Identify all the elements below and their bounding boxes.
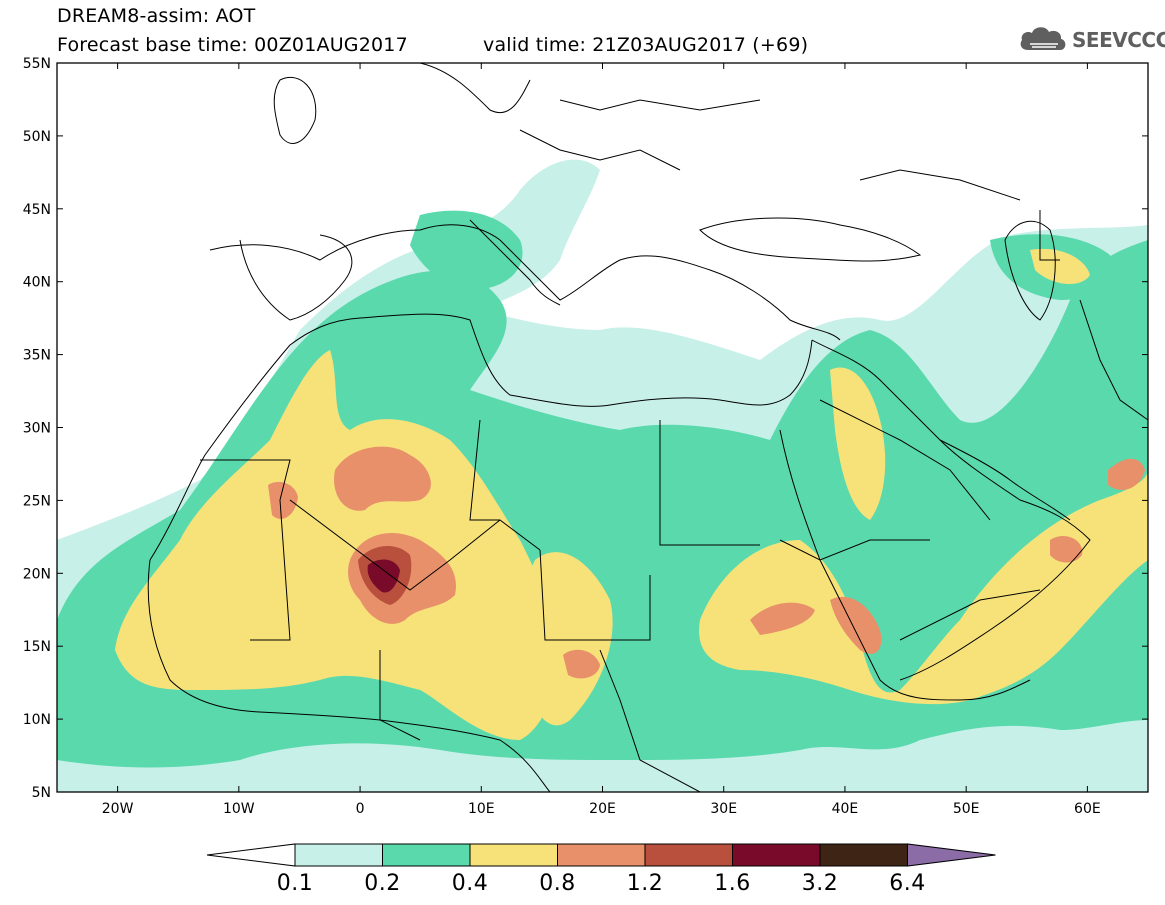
- border-10: [1079, 299, 1148, 421]
- colorbar-threshold-label: 0.8: [539, 871, 576, 896]
- lat-label: 30N: [23, 421, 51, 437]
- coastline-black-sea: [699, 217, 922, 262]
- border-6: [819, 399, 991, 521]
- lat-label: 35N: [23, 348, 51, 364]
- border-8: [899, 589, 1041, 641]
- aot-band-0.4-west: [115, 350, 560, 740]
- border-2: [289, 499, 541, 591]
- colorbar-swatch: [732, 843, 821, 867]
- coastline-persian-gulf: [939, 439, 1071, 521]
- lon-label: 0: [356, 801, 365, 817]
- aot-band-0.2-europe: [410, 210, 523, 290]
- coastline-britain: [273, 76, 317, 144]
- valid-time: valid time: 21Z03AUG2017 (+69): [483, 34, 809, 56]
- aot-band-0.8-oman: [1050, 535, 1083, 563]
- aot-band-0.4-sudan: [525, 552, 613, 726]
- aot-band-0.4-iran: [1030, 248, 1090, 285]
- lat-label: 15N: [23, 639, 51, 655]
- aot-band-0.8-yemen: [830, 596, 882, 654]
- latitude-axis: 55N 50N 45N 40N 35N 30N 25N 20N 15N 10N 5N: [23, 56, 1148, 801]
- lat-label: 10N: [23, 712, 51, 728]
- coastline-arabia: [811, 339, 1091, 681]
- lat-label: 20N: [23, 566, 51, 582]
- aot-field: [57, 63, 1148, 792]
- aot-band-0.4-arabia: [830, 367, 886, 520]
- colorbar-swatch: [469, 843, 558, 867]
- colorbar-swatch: [382, 843, 471, 867]
- coastline-europe: [209, 224, 841, 341]
- lon-label: 30E: [710, 801, 737, 817]
- border-12: [559, 99, 761, 111]
- coastlines: [147, 63, 1148, 792]
- colorbar-threshold-label: 1.2: [626, 871, 664, 896]
- model-title: DREAM8-assim: AOT: [57, 5, 256, 27]
- lon-label: 10E: [468, 801, 495, 817]
- aot-colorbar: [206, 843, 996, 867]
- colorbar-swatch: [819, 843, 908, 867]
- border-13: [859, 169, 1021, 201]
- colorbar-arrow-low: [206, 843, 296, 867]
- border-11: [519, 129, 681, 171]
- aot-band-1.6-mali: [367, 559, 400, 593]
- lat-label: 25N: [23, 493, 51, 509]
- aot-band-0.8-chad: [563, 649, 600, 679]
- coastline-caspian: [1004, 220, 1056, 321]
- lon-label: 50E: [953, 801, 980, 817]
- border-14: [379, 650, 421, 741]
- lat-label: 40N: [23, 275, 51, 291]
- aot-band-0.8-pakistan: [1108, 458, 1145, 490]
- aot-band-0.8-sudan: [750, 602, 815, 635]
- colorbar-threshold-label: 6.4: [889, 871, 926, 896]
- border-9: [1039, 210, 1060, 261]
- border-4: [659, 420, 760, 546]
- coastline-italy: [469, 219, 561, 306]
- colorbar-threshold-label: 3.2: [801, 871, 839, 896]
- lat-label: 5N: [32, 785, 51, 801]
- colorbar-swatch: [294, 843, 383, 867]
- lon-label: 10W: [223, 801, 255, 817]
- colorbar-threshold-label: 0.4: [451, 871, 489, 896]
- coastline-redsea-west: [779, 429, 1031, 701]
- border-5: [539, 549, 651, 641]
- border-3: [469, 419, 500, 521]
- logo-text: SEEVCCC: [1072, 28, 1165, 52]
- aot-band-0.8-mauritania: [268, 481, 298, 519]
- colorbar-threshold-label: 0.2: [364, 871, 401, 896]
- coastline-africa-south: [147, 559, 551, 792]
- colorbar-swatch: [644, 843, 733, 867]
- colorbar-swatch: [557, 843, 646, 867]
- colorbar-threshold-label: 0.1: [276, 871, 314, 896]
- coastline-africa-west: [149, 313, 813, 561]
- coastline-iberia: [239, 234, 353, 321]
- border-7: [779, 539, 930, 561]
- longitude-axis: 20W 10W 0 10E 20E 30E 40E 50E 60E: [102, 63, 1101, 817]
- lon-label: 60E: [1074, 801, 1101, 817]
- border-15: [599, 649, 701, 792]
- aot-band-0.8-sahara: [334, 446, 431, 511]
- border-1: [200, 459, 291, 641]
- coastline-scandinavia: [419, 63, 531, 114]
- lon-label: 20W: [102, 801, 134, 817]
- lat-label: 50N: [23, 129, 51, 145]
- lat-label: 55N: [23, 56, 51, 72]
- colorbar-threshold-label: 1.6: [714, 871, 751, 896]
- lon-label: 20E: [589, 801, 616, 817]
- lat-label: 45N: [23, 202, 51, 218]
- cloud-icon: [1020, 27, 1066, 50]
- forecast-base-time: Forecast base time: 00Z01AUG2017: [57, 34, 408, 56]
- colorbar-arrow-high: [907, 843, 996, 867]
- aot-band-0.4-east-africa: [699, 470, 1148, 705]
- seevccc-logo: SEEVCCC: [1018, 22, 1165, 58]
- lon-label: 40E: [832, 801, 859, 817]
